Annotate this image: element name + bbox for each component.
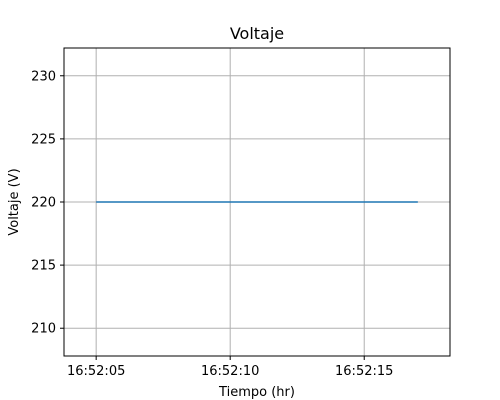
x-tick-label: 16:52:15 (335, 364, 393, 379)
x-tick-label: 16:52:05 (67, 364, 125, 379)
x-axis-label: Tiempo (hr) (218, 385, 295, 400)
y-tick-label: 230 (31, 69, 56, 84)
ticks: 16:52:05 16:52:10 16:52:15 210 215 220 225 230 (31, 69, 393, 379)
y-tick-label: 215 (31, 259, 56, 274)
y-axis-label: Voltaje (V) (7, 168, 22, 235)
y-tick-label: 210 (31, 322, 56, 337)
x-tick-label: 16:52:10 (201, 364, 259, 379)
chart-title: Voltaje (230, 24, 284, 43)
y-tick-label: 225 (31, 132, 56, 147)
y-tick-label: 220 (31, 196, 56, 211)
